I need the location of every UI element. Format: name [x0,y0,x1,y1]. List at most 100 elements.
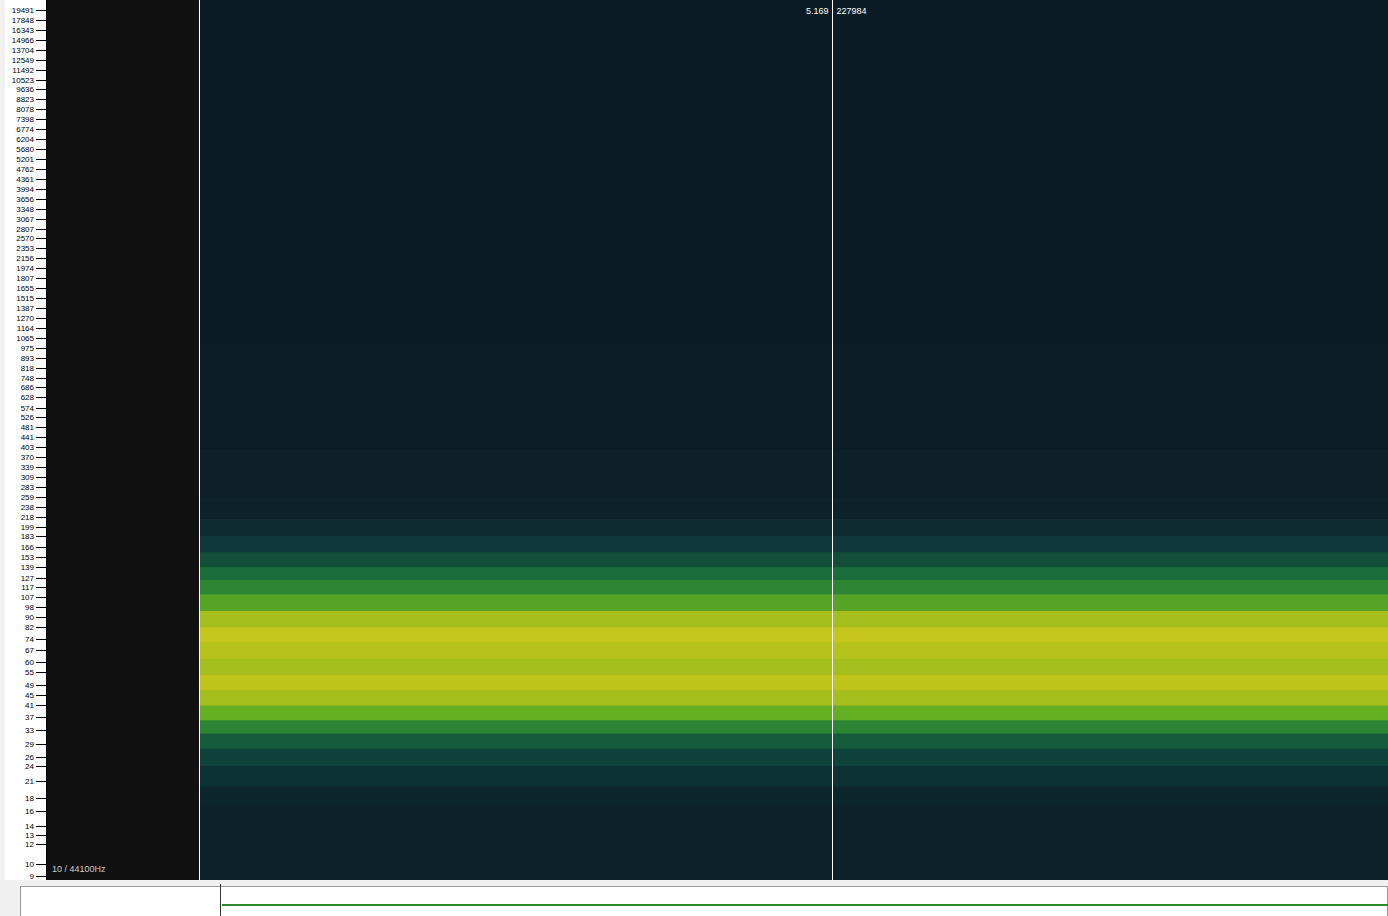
y-tick [36,717,46,718]
y-tick-label: 4361 [16,175,34,184]
y-tick-label: 1974 [16,264,34,273]
y-axis-line [46,0,47,880]
y-tick [36,288,46,289]
sample-rate-info: 10 / 44100Hz [52,864,106,874]
y-tick-label: 4762 [16,165,34,174]
y-tick-label: 45 [25,691,34,700]
y-tick [36,876,46,877]
y-tick [36,617,46,618]
y-tick [36,378,46,379]
y-tick [36,437,46,438]
y-tick [36,685,46,686]
y-tick-label: 139 [21,563,35,572]
y-tick [36,10,46,11]
spectral-band [200,0,1388,345]
overview-marker [220,884,221,916]
y-tick [36,50,46,51]
y-tick [36,557,46,558]
y-tick-label: 339 [21,463,35,472]
y-tick-label: 1164 [17,324,35,333]
y-tick-label: 60 [25,658,34,667]
overview-strip [21,887,1388,916]
y-tick [36,639,46,640]
y-tick-label: 18 [25,794,34,803]
y-tick [36,627,46,628]
y-tick-label: 2353 [16,244,34,253]
panel-border [199,0,200,880]
y-tick-label: 5680 [16,145,34,154]
y-tick [36,497,46,498]
spectral-band [200,748,1388,766]
y-tick-label: 2807 [16,225,34,234]
spectral-band [200,594,1388,611]
y-tick [36,864,46,865]
spectral-band [200,497,1388,519]
y-tick [36,427,46,428]
y-tick [36,80,46,81]
spectral-band [200,567,1388,580]
y-tick [36,278,46,279]
cursor-line [832,0,833,880]
spectral-band [200,674,1388,690]
y-tick-label: 41 [25,701,34,710]
y-tick-label: 74 [25,635,34,644]
y-tick [36,744,46,745]
y-tick-label: 1387 [16,304,34,313]
spectral-band [200,579,1388,594]
y-tick-label: 11492 [12,66,34,75]
y-tick [36,408,46,409]
y-tick-label: 686 [21,383,35,392]
spectral-band [200,448,1388,497]
spectral-band [200,705,1388,720]
y-tick-label: 82 [25,623,34,632]
spectral-band [200,766,1388,787]
y-tick-label: 1515 [16,294,34,303]
y-tick [36,209,46,210]
spectral-band [200,733,1388,749]
spectral-band [200,720,1388,734]
root: 5.16922798419491178481634314966137041254… [0,0,1388,916]
y-tick [36,229,46,230]
y-tick [36,695,46,696]
y-tick-label: 55 [25,668,34,677]
spectral-band [200,610,1388,627]
y-tick-label: 117 [21,583,34,592]
y-tick-label: 12549 [12,56,35,65]
y-tick-label: 37 [25,713,34,722]
y-tick [36,328,46,329]
y-tick-label: 6774 [16,125,34,134]
y-tick-label: 975 [21,344,35,353]
y-tick [36,487,46,488]
y-tick [36,179,46,180]
y-tick-label: 1270 [16,314,34,323]
y-tick [36,20,46,21]
y-tick-label: 19491 [12,6,35,15]
y-tick-label: 10 [25,860,34,869]
y-tick [36,662,46,663]
y-tick [36,597,46,598]
y-tick-label: 8823 [16,95,34,104]
y-tick [36,199,46,200]
spectral-band [200,345,1388,449]
spectral-band [200,552,1388,568]
y-tick [36,567,46,568]
y-tick-label: 218 [21,513,35,522]
y-tick [36,70,46,71]
y-tick [36,387,46,388]
y-tick [36,447,46,448]
y-tick [36,781,46,782]
y-tick-label: 748 [21,374,35,383]
y-tick [36,826,46,827]
y-tick [36,318,46,319]
y-tick [36,587,46,588]
y-tick-label: 9 [30,872,35,881]
y-tick-label: 16 [25,807,34,816]
y-tick [36,607,46,608]
y-tick [36,219,46,220]
y-tick [36,547,46,548]
y-tick [36,30,46,31]
y-tick-label: 13704 [12,46,35,55]
y-tick [36,477,46,478]
y-tick-label: 3994 [16,185,34,194]
y-tick [36,672,46,673]
